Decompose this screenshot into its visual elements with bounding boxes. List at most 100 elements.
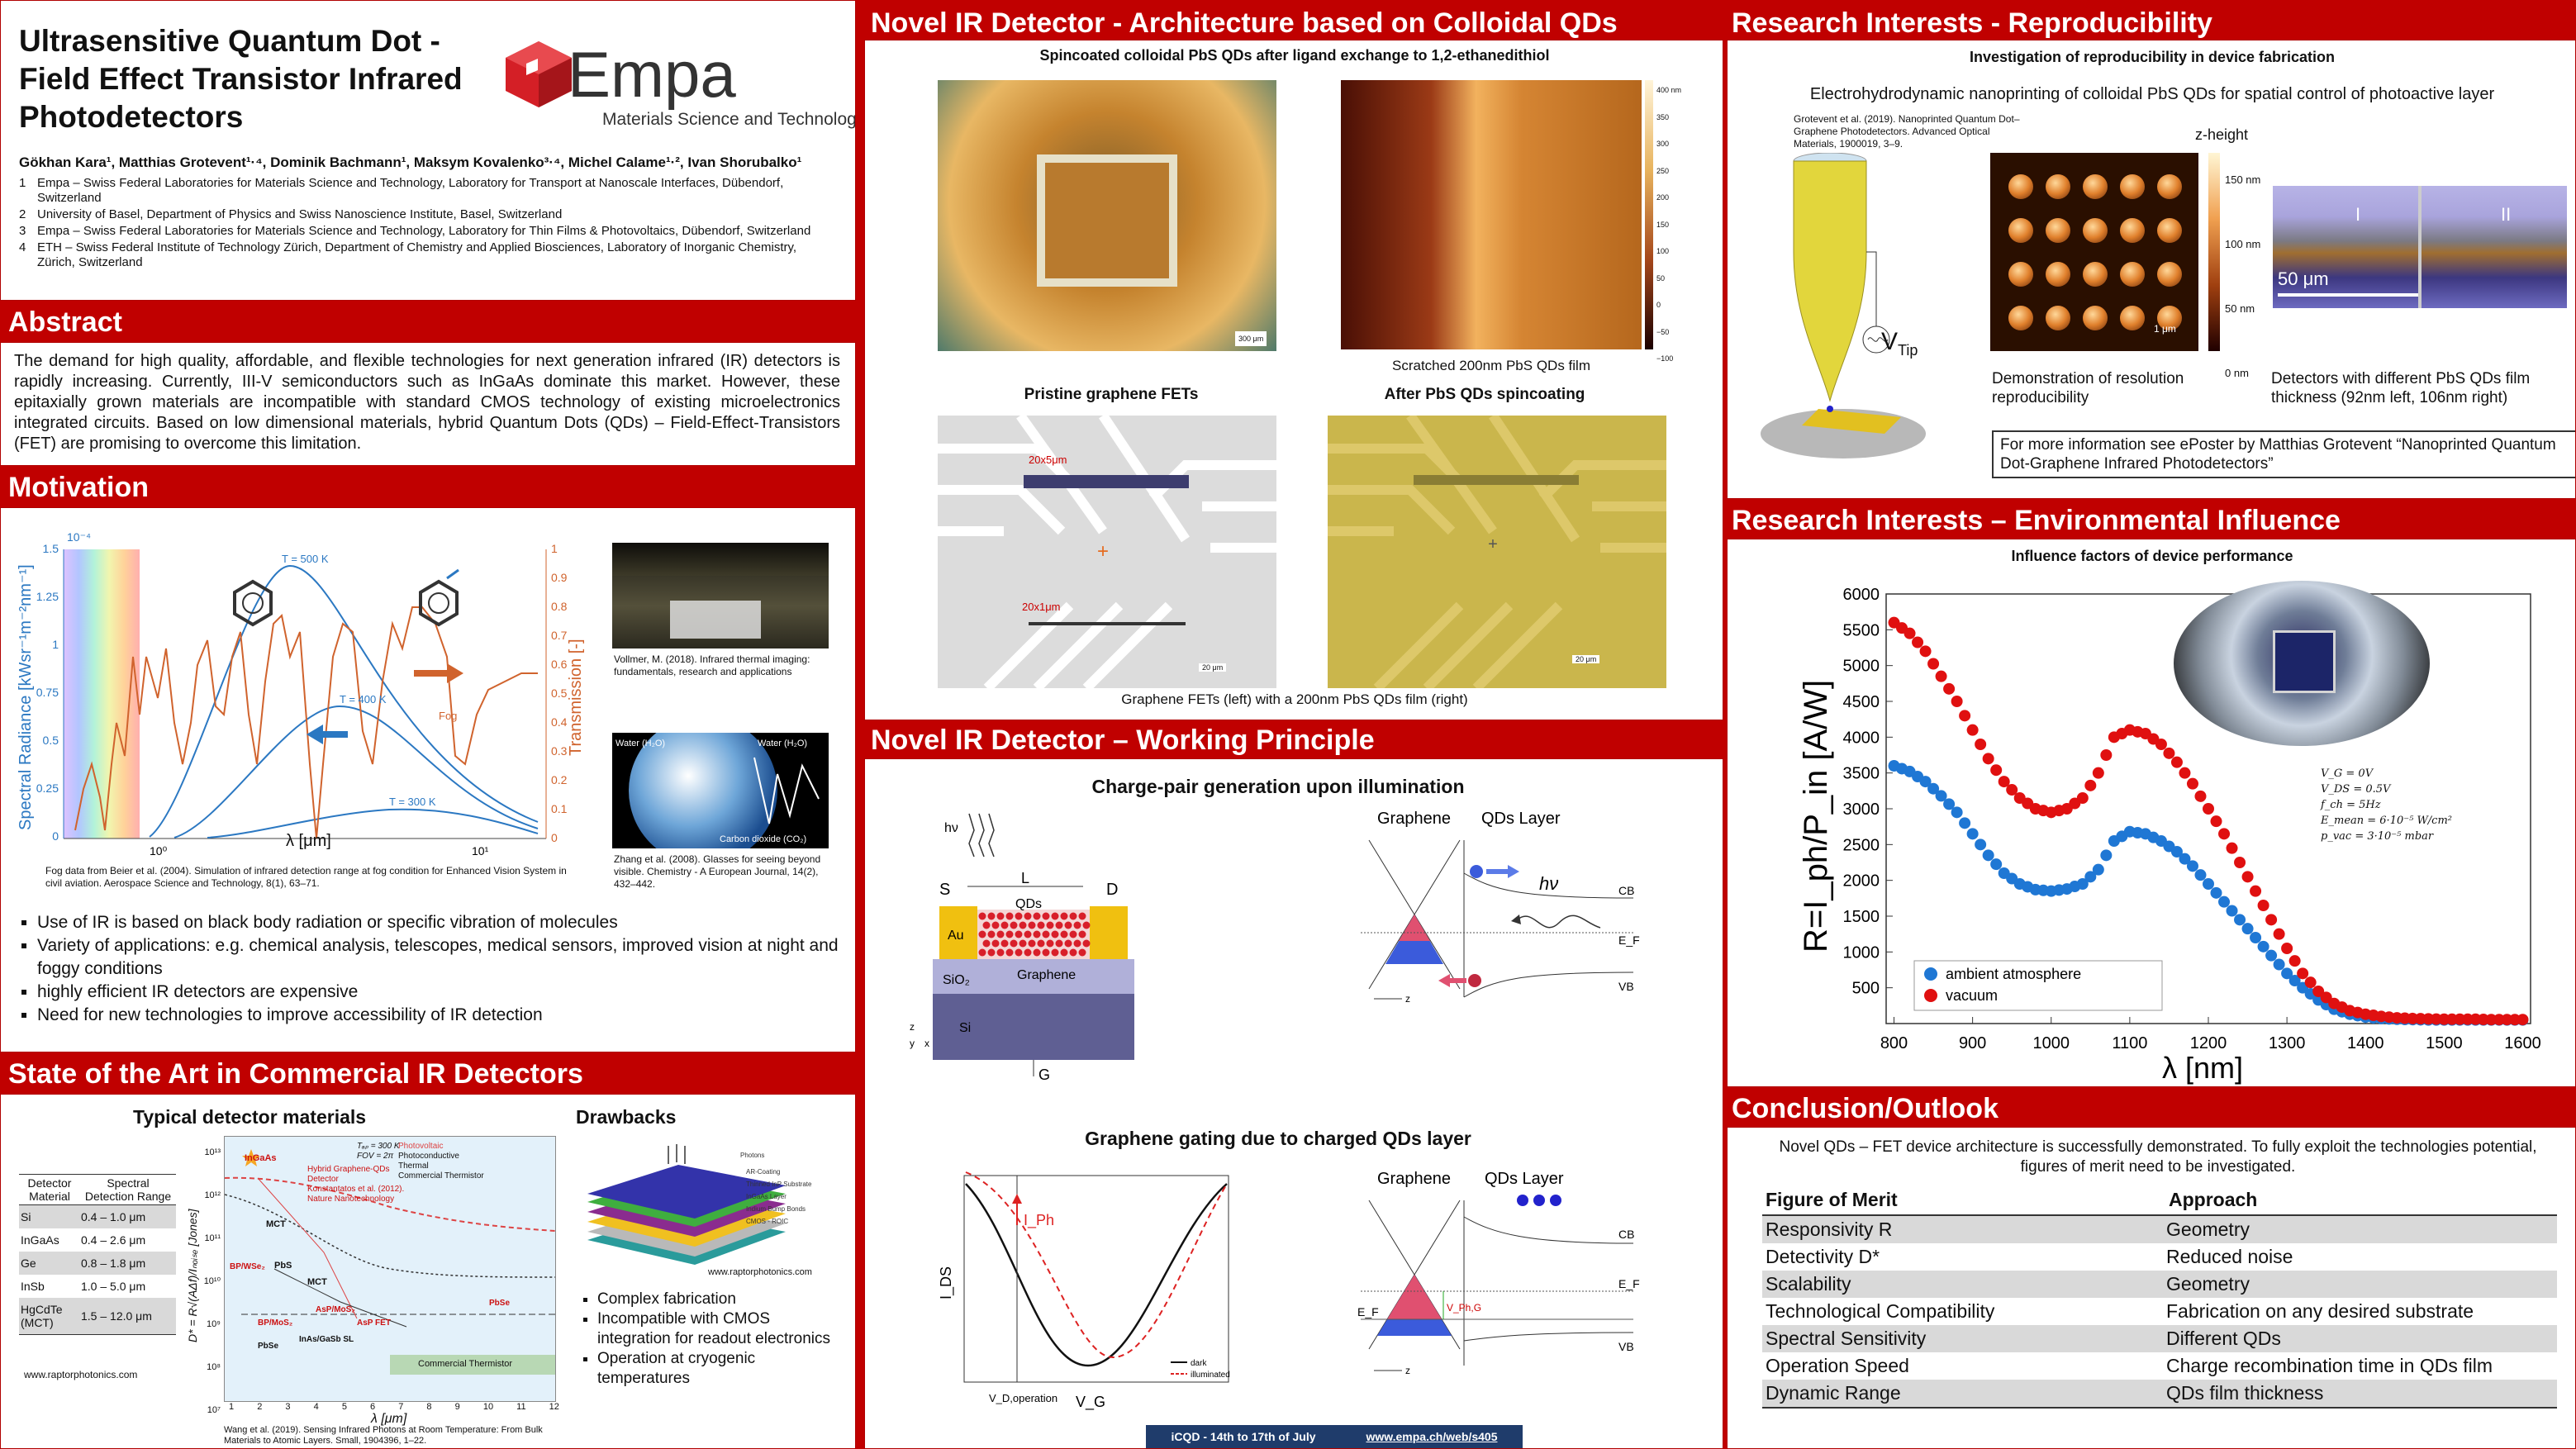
- th-figure: Figure of Merit: [1766, 1189, 1898, 1210]
- label-inas-gasb: InAs/GaSb SL: [299, 1335, 354, 1344]
- afm-colorbar-ticks: 400 nm 350 300 250 200 150 100 50 0 −50 −100: [1656, 86, 1682, 363]
- chart-conditions: Tₐₚ = 300 K FOV = 2π: [357, 1142, 400, 1161]
- drawback-3: Operation at cryogenic temperatures: [597, 1349, 845, 1389]
- svg-text:L: L: [1021, 870, 1029, 886]
- svg-text:hν: hν: [944, 821, 958, 835]
- label-II: II: [2501, 204, 2512, 225]
- th-material: Detector Material: [27, 1176, 72, 1203]
- ambient-point: [1966, 828, 1979, 840]
- ambient-point: [1919, 776, 1932, 788]
- svg-text:E_F: E_F: [1357, 1305, 1379, 1318]
- table-row: Operation Speed Charge recombination time…: [1766, 1355, 2493, 1376]
- label-pbse-2: PbSe: [258, 1342, 279, 1351]
- svg-text:0.1: 0.1: [551, 802, 568, 815]
- printed-dot: [2008, 173, 2033, 199]
- vacuum-point: [2312, 986, 2325, 997]
- ambient-point: [1935, 790, 1947, 802]
- bullet-4: Need for new technologies to improve acc…: [37, 1004, 855, 1027]
- ambient-point: [2257, 940, 2269, 953]
- architecture-heading: Novel IR Detector - Architecture based o…: [871, 7, 1618, 39]
- detectivity-yticks: 10¹³ 10¹² 10¹¹ 10¹⁰ 10⁹ 10⁸ 10⁷: [203, 1147, 221, 1415]
- fet-label-20x5: 20x5μm: [1029, 454, 1067, 466]
- qd-particle: [1005, 930, 1014, 938]
- svg-text:0.7: 0.7: [551, 629, 568, 642]
- logo-wordmark: Empa: [568, 38, 736, 111]
- table-row: Technological Compatibility Fabrication o…: [1766, 1300, 2474, 1322]
- benzene-vibration-icon: [419, 568, 459, 627]
- svg-text:Graphene: Graphene: [1377, 810, 1451, 828]
- qd-particle: [978, 930, 986, 938]
- qd-particle: [1078, 948, 1086, 957]
- qd-particle: [1055, 921, 1063, 929]
- reproducibility-heading: Research Interests - Reproducibility: [1732, 7, 2212, 39]
- title-line-3: Photodetectors: [19, 100, 244, 134]
- drawback-2: Incompatible with CMOS integration for r…: [597, 1309, 845, 1349]
- x-tick-label: 1200: [2190, 1034, 2227, 1052]
- afm-colorbar: [1645, 80, 1653, 349]
- table-row: Si 0.4 – 1.0 μm: [19, 1204, 176, 1228]
- svg-text:Graphene: Graphene: [1017, 968, 1076, 982]
- svg-text:I_Ph: I_Ph: [1024, 1212, 1054, 1229]
- x-tick-label: 1600: [2504, 1034, 2541, 1052]
- qd-particle: [1015, 930, 1023, 938]
- svg-text:z: z: [910, 1021, 915, 1033]
- svg-text:Photons: Photons: [740, 1152, 764, 1159]
- svg-text:VB: VB: [1618, 1340, 1634, 1353]
- scale-50um: 50 μm: [2278, 268, 2329, 289]
- svg-text:0.5: 0.5: [43, 734, 59, 747]
- qd-particle: [1000, 921, 1009, 929]
- vacuum-point: [2288, 955, 2301, 967]
- vacuum-point: [1919, 645, 1932, 658]
- ambient-point: [2186, 860, 2198, 872]
- qd-particle: [1033, 912, 1041, 920]
- vacuum-point: [2226, 842, 2238, 854]
- svg-text:AR-Coating: AR-Coating: [746, 1168, 780, 1176]
- vacuum-point: [2092, 767, 2104, 779]
- qd-particle: [1005, 948, 1014, 957]
- vacuum-point: [2203, 803, 2214, 815]
- title-line-1: Ultrasensitive Quantum Dot -: [19, 24, 440, 58]
- svg-text:G: G: [1038, 1067, 1050, 1080]
- bullet-1: Use of IR is based on black body radiati…: [37, 911, 855, 934]
- ambient-point: [2100, 849, 2113, 862]
- affiliations: 1 Empa – Swiss Federal Laboratories for M…: [19, 176, 837, 270]
- qd-particle: [1064, 939, 1072, 948]
- conclusion-heading: Conclusion/Outlook: [1732, 1093, 1999, 1124]
- afm-scratched-photo: [1341, 80, 1642, 349]
- footer-url[interactable]: www.empa.ch/web/s405: [1366, 1430, 1498, 1443]
- printed-dot: [2082, 305, 2108, 330]
- afm-caption: Scratched 200nm PbS QDs film: [1392, 358, 1590, 373]
- env-xlabel: λ [nm]: [2162, 1051, 2243, 1085]
- env-params: V_G = 0V V_DS = 0.5V f_ch = 5Hz E_mean =…: [2321, 767, 2453, 843]
- qd-particle: [996, 930, 1005, 938]
- svg-text:QDs Layer: QDs Layer: [1485, 1170, 1564, 1188]
- qd-particle: [1015, 912, 1023, 920]
- detector-materials-table: Detector Material Spectral Detection Ran…: [19, 1174, 176, 1335]
- qd-particle: [987, 912, 996, 920]
- working-panel: Charge-pair generation upon illumination…: [864, 758, 1723, 1449]
- printed-dot: [2120, 173, 2146, 199]
- table-row: InSb 1.0 – 5.0 μm: [21, 1280, 146, 1293]
- qd-particle: [1024, 948, 1032, 957]
- absorption-curve: [753, 757, 820, 824]
- band-diagram-2: Graphene QDs Layer V_Ph,G CB VB E_F E_F …: [1357, 1170, 1640, 1376]
- vtip-label: VTip: [1881, 328, 1918, 359]
- bullet-2: Variety of applications: e.g. chemical a…: [37, 934, 855, 981]
- zheight-ticks: 150 nm 100 nm 50 nm 0 nm: [2225, 173, 2261, 379]
- architecture-panel: Spincoated colloidal PbS QDs after ligan…: [864, 40, 1723, 720]
- x-tick-label: 1400: [2347, 1034, 2384, 1052]
- fet-caption: Graphene FETs (left) with a 200nm PbS QD…: [1121, 691, 1468, 707]
- svg-text:0.2: 0.2: [551, 773, 568, 786]
- scale-bar-20um-2: 20 μm: [1572, 655, 1600, 663]
- qd-microscope-photo: 300 μm: [938, 80, 1276, 351]
- qd-particle: [1069, 930, 1077, 938]
- fet-label-20x1: 20x1μm: [1022, 601, 1061, 613]
- label-thermistor: Commercial Thermistor: [418, 1359, 513, 1369]
- logo-subtitle: Materials Science and Technology: [602, 110, 856, 129]
- table-row: Responsivity R Geometry: [1762, 1215, 2557, 1243]
- title-line-2: Field Effect Transistor Infrared: [19, 62, 463, 96]
- qd-particle: [1060, 948, 1068, 957]
- label-mct-2: MCT: [307, 1277, 327, 1287]
- more-info-text: For more information see ePoster by Matt…: [2000, 436, 2556, 473]
- gating-title: Graphene gating due to charged QDs layer: [1085, 1128, 1471, 1149]
